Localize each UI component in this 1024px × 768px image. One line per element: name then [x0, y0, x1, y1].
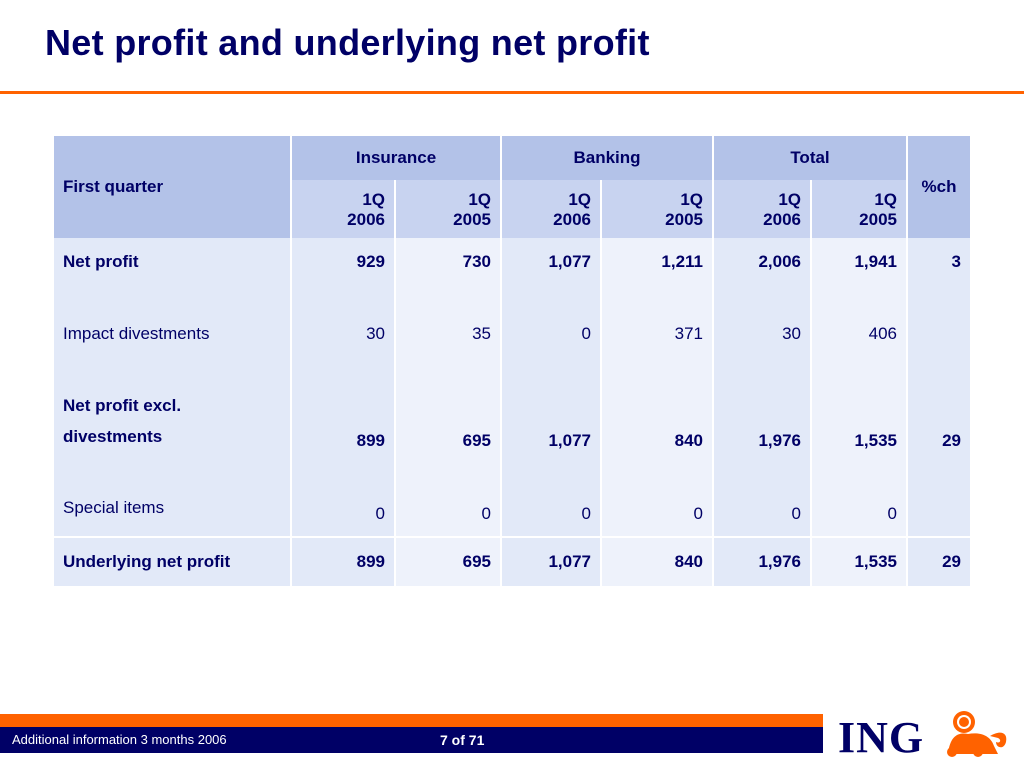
cell-value: 1,976	[758, 431, 801, 450]
page-title: Net profit and underlying net profit	[45, 22, 650, 63]
cell-value: 840	[674, 431, 703, 450]
values-column-pct-change: 3 29	[908, 238, 970, 536]
corner-label: First quarter	[54, 136, 290, 238]
subheader-banking-2005: 1Q 2005	[602, 180, 712, 238]
cell-value: 371	[674, 324, 703, 343]
subheader-insurance-2006: 1Q 2006	[292, 180, 394, 238]
cell-value: 695	[462, 431, 491, 450]
cell-value: 730	[462, 252, 491, 271]
cell-value: 3	[951, 252, 961, 271]
cell-value: 0	[693, 504, 703, 523]
cell-value: 35	[472, 324, 491, 343]
values-column-total-2005: 1,941 406 1,535 0	[812, 238, 906, 536]
footer-caption: Additional information 3 months 2006	[12, 732, 227, 747]
cell-value: 0	[481, 504, 491, 523]
cell-value: 30	[782, 324, 801, 343]
cell-value: 30	[366, 324, 385, 343]
cell-value: 29	[942, 431, 961, 450]
cell-value: 0	[887, 504, 897, 523]
cell-value: 899	[292, 538, 394, 586]
footer-orange-bar	[0, 714, 823, 727]
cell-value: 1,211	[661, 252, 703, 271]
cell-value: 1,535	[812, 538, 906, 586]
subheader-total-2006: 1Q 2006	[714, 180, 810, 238]
pct-change-header: %ch	[908, 136, 970, 238]
cell-value: 29	[908, 538, 970, 586]
cell-value: 2,006	[758, 252, 801, 271]
group-header-banking: Banking	[502, 136, 712, 180]
cell-value: 406	[868, 324, 897, 343]
cell-value: 929	[356, 252, 385, 271]
values-column-insurance-2006: 929 30 899 0	[292, 238, 394, 536]
values-column-banking-2005: 1,211 371 840 0	[602, 238, 712, 536]
row-label-impact-divestments: Impact divestments	[63, 324, 210, 343]
row-label-net-profit-excl-line2: divestments	[63, 427, 163, 446]
total-row: Underlying net profit 899 695 1,077 840 …	[54, 538, 970, 586]
subheader-total-2005: 1Q 2005	[812, 180, 906, 238]
values-column-total-2006: 2,006 30 1,976 0	[714, 238, 810, 536]
row-label-net-profit-excl-line1: Net profit excl.	[63, 396, 182, 415]
cell-value: 1,077	[502, 538, 600, 586]
row-label-underlying-net-profit: Underlying net profit	[54, 538, 290, 586]
profit-table: First quarter Insurance Banking Total %c…	[52, 136, 972, 586]
footer-blue-bar	[0, 727, 823, 753]
row-label-net-profit: Net profit	[63, 252, 139, 271]
values-column-banking-2006: 1,077 0 1,077 0	[502, 238, 600, 536]
cell-value: 840	[602, 538, 712, 586]
lion-logo-icon	[947, 711, 1007, 757]
cell-value: 0	[375, 504, 385, 523]
ing-logo-text: ING	[838, 713, 925, 762]
row-label-special-items: Special items	[63, 498, 165, 517]
subheader-banking-2006: 1Q 2006	[502, 180, 600, 238]
cell-value: 695	[396, 538, 500, 586]
cell-value: 0	[581, 504, 591, 523]
cell-value: 1,535	[854, 431, 897, 450]
cell-value: 1,077	[548, 252, 591, 271]
cell-value: 0	[581, 324, 591, 343]
cell-value: 1,976	[714, 538, 810, 586]
cell-value: 1,077	[548, 431, 591, 450]
group-header-total: Total	[714, 136, 906, 180]
cell-value: 899	[356, 431, 385, 450]
group-header-insurance: Insurance	[292, 136, 500, 180]
page-number: 7 of 71	[440, 732, 485, 748]
cell-value: 1,941	[854, 252, 897, 271]
values-column-insurance-2005: 730 35 695 0	[396, 238, 500, 536]
cell-value: 0	[791, 504, 801, 523]
row-labels-column: Net profit Impact divestments Net profit…	[54, 238, 290, 536]
subheader-insurance-2005: 1Q 2005	[396, 180, 500, 238]
title-divider	[0, 91, 1024, 94]
